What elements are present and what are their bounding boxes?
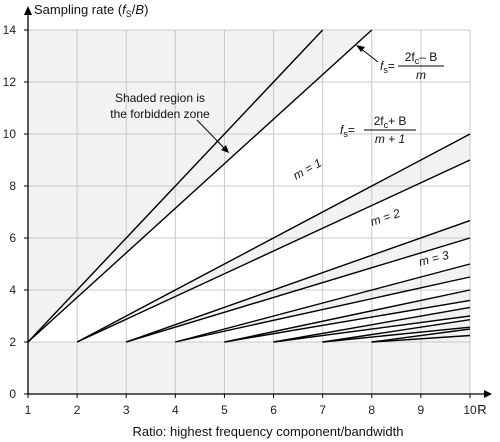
formula-upper-num-sub: c (415, 56, 420, 66)
formula-upper-lhs: fs= (380, 59, 395, 75)
y-tick-label: 6 (9, 231, 16, 245)
y-tick-label: 2 (9, 335, 16, 349)
y-tick-label: 10 (3, 127, 17, 141)
x-tick-label: 2 (74, 403, 81, 417)
boundary-line (76, 159, 471, 343)
boundary-line (224, 299, 471, 343)
y-axis-title-close: ) (144, 2, 148, 17)
y-axis-title-b: B (135, 2, 144, 17)
boundary-line (175, 276, 471, 343)
x-tick-label: 3 (123, 403, 130, 417)
forbidden-zone-label-2: the forbidden zone (110, 107, 210, 121)
formula-lower-lhs-f: f (340, 123, 345, 137)
y-axis-title-slash: / (132, 2, 136, 17)
y-tick-label: 0 (9, 387, 16, 401)
x-tick-label: 1 (25, 403, 32, 417)
boundary-line (76, 133, 471, 343)
y-axis-title-sub: S (126, 9, 132, 19)
boundary-line (27, 29, 324, 343)
boundary-line (371, 328, 471, 343)
boundary-line (322, 326, 471, 343)
formula-lower-lhs: fs= (340, 123, 355, 139)
boundary-lines-layer (27, 29, 471, 343)
formula-upper-numerator: 2fc– B (405, 50, 438, 66)
x-tick-label: 4 (172, 403, 179, 417)
formula-lower-lhs-eq: = (348, 123, 355, 137)
formula-lower-lhs-sub: s (343, 129, 348, 139)
x-tick-label: 8 (368, 403, 375, 417)
y-axis-title-main: Sampling rate ( (34, 2, 123, 17)
x-tick-label: 6 (270, 403, 277, 417)
formula-upper-num-2f: 2f (405, 50, 416, 64)
y-axis-title-f: f (122, 2, 127, 17)
x-tick-label: 10 (463, 403, 477, 417)
boundary-line (126, 237, 471, 343)
x-axis-symbol: R (477, 402, 486, 417)
y-axis-title: Sampling rate (fS/B) (34, 2, 148, 19)
formula-upper-denominator: m (416, 68, 426, 82)
formula-lower-num-rest: + B (388, 114, 406, 128)
boundary-line (125, 219, 471, 343)
boundary-line (273, 306, 471, 343)
formula-lower-num-sub: c (384, 120, 389, 130)
upper-boundary-line (27, 29, 373, 343)
y-tick-label: 8 (9, 179, 16, 193)
boundary-line (322, 318, 471, 343)
forbidden-zone-arrow-line (196, 119, 227, 151)
x-axis-title: Ratio: highest frequency component/bandw… (132, 424, 403, 439)
x-tick-label: 7 (319, 403, 326, 417)
axes-layer (24, 6, 492, 398)
y-tick-label: 14 (3, 23, 17, 37)
formula-upper-num-rest: – B (419, 50, 437, 64)
boundary-line (224, 289, 471, 343)
y-axis-arrow (24, 6, 32, 15)
formula-upper-lhs-f: f (380, 59, 385, 73)
formula-upper-lhs-eq: = (388, 59, 395, 73)
x-axis-arrow (484, 390, 492, 398)
y-tick-label: 4 (9, 283, 16, 297)
x-tick-label: 5 (221, 403, 228, 417)
forbidden-zone-arrow-head (221, 145, 229, 153)
formula-lower-numerator: 2fc+ B (374, 114, 407, 130)
formula-upper-arrow-head (356, 45, 365, 52)
formula-lower-denominator: m + 1 (375, 132, 405, 146)
y-tick-label: 12 (3, 75, 17, 89)
forbidden-zone-label-1: Shaded region is (115, 91, 205, 105)
x-tick-label: 9 (418, 403, 425, 417)
boundary-line (273, 315, 471, 343)
formula-upper-arrow-line (359, 47, 379, 63)
formula-upper-lhs-sub: s (383, 65, 388, 75)
boundary-line (175, 263, 471, 343)
boundary-line (371, 334, 471, 343)
formula-lower-num-2f: 2f (374, 114, 385, 128)
